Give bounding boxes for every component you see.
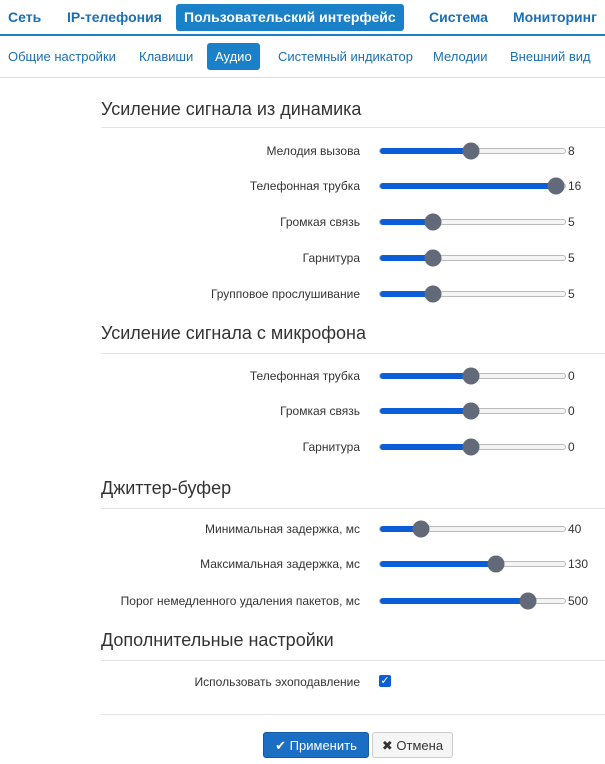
slider-fill [380,291,433,297]
subnav-rule [0,77,605,78]
checkbox[interactable]: ✓ [379,675,391,687]
subnav-tab[interactable]: Мелодии [433,49,488,64]
slider-fill [380,598,528,604]
slider[interactable] [379,142,566,160]
slider-thumb[interactable] [412,520,430,538]
slider-thumb[interactable] [424,213,442,231]
subnav-tab[interactable]: Общие настройки [8,49,116,64]
slider-fill [380,526,421,532]
slider[interactable] [379,592,566,610]
cancel-label: Отмена [396,738,444,753]
slider[interactable] [379,177,566,195]
slider-label: Мелодия вызова [266,144,360,158]
slider-label: Минимальная задержка, мс [205,522,360,536]
subnav-tab[interactable]: Клавиши [139,49,194,64]
subnav-tab[interactable]: Системный индикатор [278,49,413,64]
slider-value: 8 [568,144,575,158]
slider[interactable] [379,402,566,420]
slider[interactable] [379,520,566,538]
slider-thumb[interactable] [462,367,480,385]
slider-label: Громкая связь [280,215,360,229]
slider-fill [380,183,556,189]
checkbox-label: Использовать эхоподавление [194,675,360,689]
slider-label: Гарнитура [302,440,360,454]
slider[interactable] [379,249,566,267]
section-title: Усиление сигнала из динамика [101,99,362,119]
slider-value: 5 [568,251,575,265]
slider-label: Групповое прослушивание [210,287,360,301]
slider-fill [380,561,496,567]
slider-label: Телефонная трубка [249,369,360,383]
slider-thumb[interactable] [462,142,480,160]
apply-button[interactable]: ✔ Применить [263,732,369,758]
slider-label: Громкая связь [280,404,360,418]
nav-tab[interactable]: Система [429,9,488,25]
section-rule [101,127,605,128]
slider-fill [380,255,433,261]
slider-value: 5 [568,287,575,301]
slider-value: 0 [568,404,575,418]
slider-label: Телефонная трубка [249,179,360,193]
slider-fill [380,444,471,450]
slider[interactable] [379,438,566,456]
slider-fill [380,148,471,154]
slider-label: Гарнитура [302,251,360,265]
slider-thumb[interactable] [462,402,480,420]
nav-tab[interactable]: IP-телефония [67,9,162,25]
slider-thumb[interactable] [462,438,480,456]
section-rule [101,508,605,509]
slider-value: 0 [568,440,575,454]
slider-value: 0 [568,369,575,383]
subnav-tab[interactable]: Аудио [207,43,260,70]
slider[interactable] [379,555,566,573]
slider[interactable] [379,367,566,385]
section-rule [101,353,605,354]
slider-value: 40 [568,522,582,536]
slider-value: 16 [568,179,582,193]
nav-rule [0,34,605,36]
slider-value: 5 [568,215,575,229]
slider-thumb[interactable] [424,285,442,303]
apply-label: Применить [289,738,357,753]
nav-tab[interactable]: Пользовательский интерфейс [176,4,404,31]
slider[interactable] [379,285,566,303]
footer-rule [101,714,605,715]
section-title: Джиттер-буфер [101,478,232,498]
nav-tab[interactable]: Мониторинг [513,9,597,25]
slider-thumb[interactable] [519,592,537,610]
slider-thumb[interactable] [487,555,505,573]
slider-fill [380,373,471,379]
section-rule [101,660,605,661]
slider[interactable] [379,213,566,231]
slider-value: 500 [568,594,589,608]
section-title: Дополнительные настройки [101,630,334,650]
slider-label: Порог немедленного удаления пакетов, мс [120,594,360,608]
slider-value: 130 [568,557,589,571]
slider-thumb[interactable] [547,177,565,195]
subnav-tab[interactable]: Внешний вид [510,49,591,64]
slider-fill [380,219,433,225]
slider-fill [380,408,471,414]
cancel-button[interactable]: ✖ Отмена [372,732,453,758]
slider-thumb[interactable] [424,249,442,267]
nav-tab[interactable]: Сеть [8,9,42,25]
slider-label: Максимальная задержка, мс [200,557,360,571]
section-title: Усиление сигнала с микрофона [101,323,366,343]
